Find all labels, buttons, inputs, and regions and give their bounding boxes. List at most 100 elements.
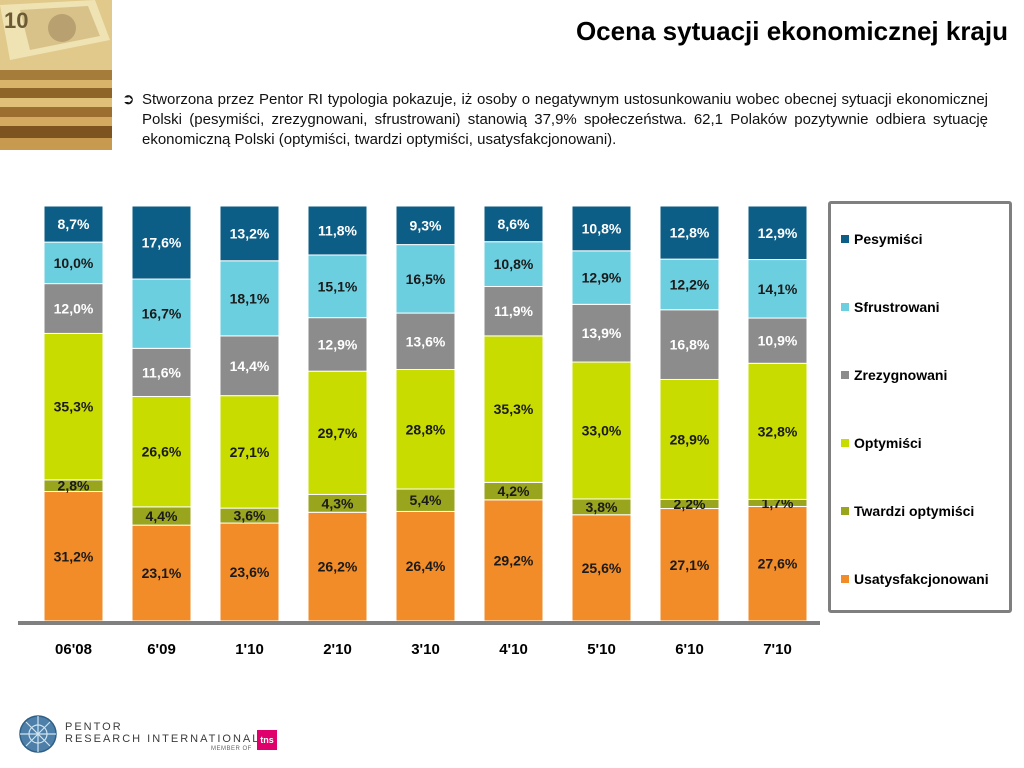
x-tick-label-6: 5'10 (587, 641, 616, 658)
data-label-1-1: 4,4% (146, 508, 178, 524)
legend-item-2: Zrezygnowani (841, 367, 947, 387)
bar-segment-4-0 (43, 241, 104, 285)
x-tick-label-3: 2'10 (323, 641, 352, 658)
legend-label: Optymiści (854, 435, 922, 451)
bar-segment-3-0 (43, 283, 104, 334)
x-tick-label-0: 06'08 (55, 641, 92, 658)
legend-swatch (841, 575, 849, 584)
bar-segment-2-0 (43, 332, 104, 481)
globe-icon (19, 715, 57, 753)
bar-segment-2-6 (571, 361, 632, 500)
data-label-1-4: 5,4% (410, 492, 442, 508)
x-tick-label-2: 1'10 (235, 641, 264, 658)
data-label-5-6: 10,8% (582, 220, 622, 236)
data-label-0-1: 23,1% (142, 565, 182, 581)
bar-segment-4-8 (747, 259, 808, 319)
company-logo: PENTOR RESEARCH INTERNATIONAL MEMBER OF … (18, 712, 288, 756)
data-label-1-0: 2,8% (58, 478, 90, 494)
data-label-1-2: 3,6% (234, 508, 266, 524)
logo-member-of: MEMBER OF (211, 746, 252, 752)
bar-segment-5-6 (571, 205, 632, 252)
data-label-2-2: 27,1% (230, 444, 270, 460)
data-label-1-3: 4,3% (322, 495, 354, 511)
data-label-4-0: 10,0% (54, 255, 94, 271)
legend-swatch (841, 235, 849, 244)
chart-legend: Pesymiści Sfrustrowani Zrezygnowani Optymiś… (828, 201, 1012, 613)
bar-segment-5-0 (43, 205, 104, 243)
legend-swatch (841, 439, 849, 448)
data-label-5-7: 12,8% (670, 225, 710, 241)
legend-swatch (841, 303, 849, 312)
data-label-2-7: 28,9% (670, 431, 710, 447)
logo-text-pentor: PENTOR (65, 721, 123, 733)
data-label-2-6: 33,0% (582, 423, 622, 439)
data-label-5-5: 8,6% (498, 216, 530, 232)
legend-item-3: Optymiści (841, 435, 922, 455)
x-tick-label-5: 4'10 (499, 641, 528, 658)
data-label-1-5: 4,2% (498, 483, 530, 499)
bar-segment-5-1 (131, 205, 192, 280)
data-label-2-8: 32,8% (758, 423, 798, 439)
bar-segment-5-8 (747, 205, 808, 261)
data-label-3-1: 11,6% (142, 364, 181, 380)
bar-segment-0-1 (131, 524, 192, 622)
data-label-5-3: 11,8% (318, 222, 357, 238)
bar-segment-5-2 (219, 205, 280, 262)
data-label-5-1: 17,6% (142, 235, 182, 251)
x-tick-label-4: 3'10 (411, 641, 440, 658)
bar-segment-5-3 (307, 205, 368, 256)
data-label-4-3: 15,1% (318, 278, 358, 294)
bar-segment-3-4 (395, 312, 456, 371)
legend-label: Zrezygnowani (854, 367, 948, 383)
data-label-4-5: 10,8% (494, 256, 534, 272)
data-label-4-8: 14,1% (758, 281, 798, 297)
data-label-2-1: 26,6% (142, 444, 182, 460)
x-tick-label-7: 6'10 (675, 641, 704, 658)
bar-segment-3-8 (747, 317, 808, 364)
x-tick-label-8: 7'10 (763, 641, 792, 658)
tns-logo: tns (257, 730, 277, 750)
data-label-5-0: 8,7% (58, 216, 90, 232)
data-label-4-1: 16,7% (142, 306, 182, 322)
legend-item-4: Twardzi optymiści (841, 503, 974, 523)
data-label-0-7: 27,1% (670, 557, 710, 573)
data-label-2-3: 29,7% (318, 425, 358, 441)
data-label-2-5: 35,3% (494, 401, 534, 417)
bar-segment-3-3 (307, 317, 368, 372)
bar-segment-5-7 (659, 205, 720, 260)
data-label-4-7: 12,2% (670, 276, 710, 292)
data-label-0-6: 25,6% (582, 560, 622, 576)
data-label-5-2: 13,2% (230, 225, 270, 241)
data-label-3-4: 13,6% (406, 333, 446, 349)
data-label-3-2: 14,4% (230, 358, 270, 374)
legend-label: Usatysfakcjonowani (854, 571, 989, 587)
data-label-5-4: 9,3% (410, 217, 442, 233)
data-label-3-5: 11,9% (494, 303, 533, 319)
data-label-4-4: 16,5% (406, 271, 446, 287)
data-label-3-8: 10,9% (758, 333, 798, 349)
legend-swatch (841, 507, 849, 516)
bar-segment-2-8 (747, 362, 808, 500)
page-title: Ocena sytuacji ekonomicznej kraju (575, 16, 1008, 46)
bar-segment-5-5 (483, 205, 544, 243)
data-label-0-0: 31,2% (54, 548, 94, 564)
bar-segment-0-2 (219, 522, 280, 622)
data-label-3-7: 16,8% (670, 337, 710, 353)
data-label-3-6: 13,9% (582, 325, 622, 341)
bar-segment-2-7 (659, 378, 720, 500)
data-label-0-3: 26,2% (318, 559, 358, 575)
legend-item-5: Usatysfakcjonowani (841, 571, 989, 591)
bar-segment-0-4 (395, 510, 456, 622)
summary-text: Stworzona przez Pentor RI typologia poka… (142, 91, 988, 148)
data-label-0-2: 23,6% (230, 564, 270, 580)
legend-label: Pesymiści (854, 231, 923, 247)
data-label-1-6: 3,8% (586, 499, 618, 515)
bar-segment-4-1 (131, 278, 192, 349)
data-label-3-3: 12,9% (318, 336, 358, 352)
bar-segment-4-2 (219, 260, 280, 337)
bar-segment-2-5 (483, 335, 544, 483)
logo-text-research: RESEARCH INTERNATIONAL (65, 733, 261, 745)
legend-item-1: Sfrustrowani (841, 299, 940, 319)
bar-segment-2-1 (131, 395, 192, 508)
bar-segment-3-6 (571, 303, 632, 363)
